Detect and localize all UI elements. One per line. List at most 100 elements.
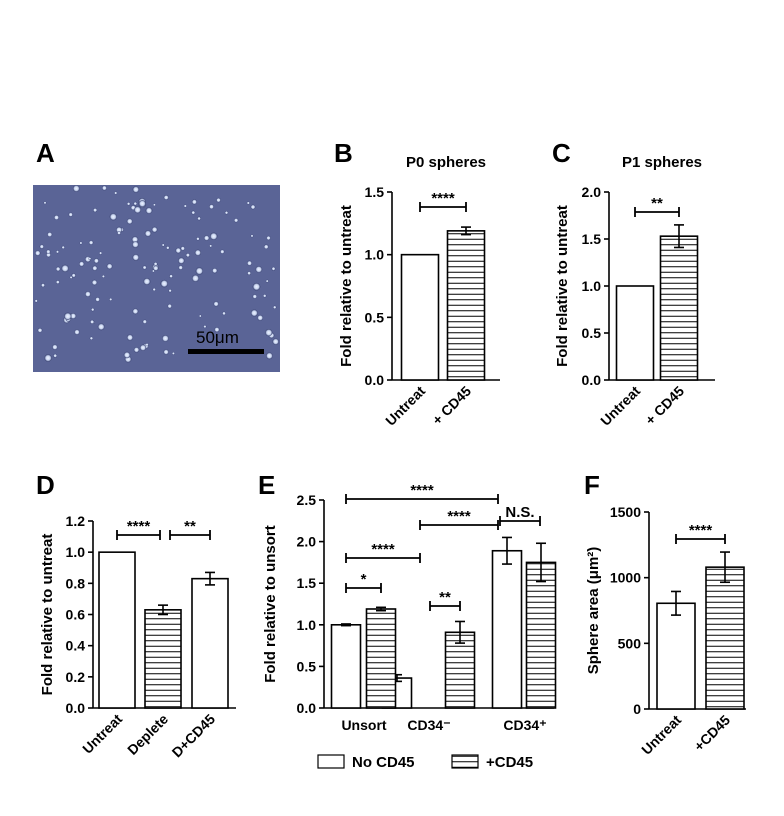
- cell: [44, 354, 52, 362]
- cell: [180, 246, 185, 251]
- cell: [64, 312, 72, 320]
- cell: [212, 268, 218, 274]
- cell: [126, 218, 133, 225]
- cell: [151, 226, 158, 233]
- cell: [93, 208, 98, 213]
- significance-label: **: [651, 195, 663, 212]
- cell: [265, 329, 273, 337]
- cell: [273, 305, 277, 309]
- cell: [54, 215, 59, 220]
- cell: [234, 218, 239, 223]
- cell: [52, 344, 58, 350]
- cell: [55, 266, 61, 272]
- cell: [88, 240, 94, 245]
- y-tick-label: 2.0: [297, 534, 317, 550]
- cell: [185, 253, 190, 258]
- cell: [166, 246, 170, 250]
- cell: [191, 199, 197, 205]
- cell: [143, 278, 151, 285]
- cell: [145, 343, 149, 347]
- cell: [132, 254, 140, 261]
- cell: [257, 314, 264, 321]
- x-category-label: CD34⁻: [407, 717, 450, 733]
- cell: [109, 298, 113, 301]
- cell: [74, 329, 80, 335]
- cell: [71, 273, 76, 278]
- y-tick-label: 1.0: [365, 247, 385, 263]
- cell: [46, 249, 51, 254]
- bar: [615, 285, 655, 381]
- significance-label: N.S.: [505, 504, 534, 521]
- cell: [271, 266, 276, 271]
- panel-letter-f: F: [584, 470, 600, 500]
- cell: [97, 323, 105, 331]
- cell: [153, 265, 159, 271]
- cell: [79, 241, 83, 245]
- significance-label: ****: [431, 190, 455, 207]
- cell: [102, 275, 105, 278]
- cell: [263, 294, 267, 298]
- cell: [89, 336, 93, 340]
- chart-c: P1 spheres 0.0 0.5 1.0 1.5 2.0 Fold relative t…: [554, 154, 715, 429]
- y-tick-label: 1.0: [582, 278, 602, 294]
- cell: [99, 251, 102, 255]
- y-tick-label: 1.2: [66, 513, 86, 529]
- bar: [491, 549, 523, 709]
- micrograph-cells: [34, 185, 279, 363]
- significance-label: **: [439, 589, 451, 606]
- cell: [39, 244, 44, 249]
- bar: [144, 609, 182, 709]
- cell: [178, 265, 183, 270]
- y-tick-label: 1.0: [297, 617, 317, 633]
- x-category-label: + CD45: [429, 383, 474, 428]
- cell: [214, 327, 220, 333]
- bar: [656, 602, 696, 710]
- cell: [197, 216, 201, 221]
- cell: [199, 314, 202, 318]
- cell: [132, 186, 140, 193]
- bar: [444, 631, 476, 709]
- cell: [196, 237, 200, 241]
- scale-bar: [188, 349, 264, 354]
- legend-label-no-cd45: No CD45: [352, 754, 415, 771]
- cell: [210, 232, 218, 240]
- cell: [132, 308, 139, 315]
- cell: [116, 226, 123, 233]
- chart-title: P1 spheres: [622, 154, 702, 171]
- legend-swatch-no-cd45: [317, 754, 345, 769]
- cell: [224, 211, 229, 215]
- bar: [330, 623, 362, 709]
- y-tick-label: 1500: [610, 504, 641, 520]
- y-tick-label: 0: [633, 701, 641, 717]
- cell: [272, 338, 279, 345]
- cell: [47, 232, 53, 237]
- cell: [133, 201, 137, 206]
- bar: [705, 566, 745, 710]
- significance-label: *: [361, 571, 367, 588]
- panel-letter-a: A: [36, 138, 55, 168]
- cell: [266, 235, 271, 241]
- bar: [98, 551, 136, 709]
- cell: [195, 267, 204, 275]
- cell: [160, 279, 168, 288]
- cell: [34, 299, 38, 303]
- cell: [213, 301, 219, 307]
- cell: [139, 344, 147, 351]
- y-tick-label: 0.8: [66, 575, 86, 591]
- cell: [37, 328, 43, 333]
- y-axis-label: Fold relative to untreat: [39, 534, 56, 696]
- y-tick-label: 0.6: [66, 607, 86, 623]
- cell: [169, 274, 173, 278]
- cell: [203, 325, 207, 328]
- panel-letter-e: E: [258, 470, 275, 500]
- cell: [191, 274, 200, 282]
- significance-label: ****: [689, 522, 713, 539]
- cell: [117, 231, 121, 235]
- y-tick-label: 0.4: [66, 638, 86, 654]
- cell: [152, 288, 156, 291]
- cell: [183, 204, 187, 208]
- cell: [142, 319, 147, 324]
- x-category-label: Deplete: [124, 711, 171, 758]
- cell: [263, 244, 269, 250]
